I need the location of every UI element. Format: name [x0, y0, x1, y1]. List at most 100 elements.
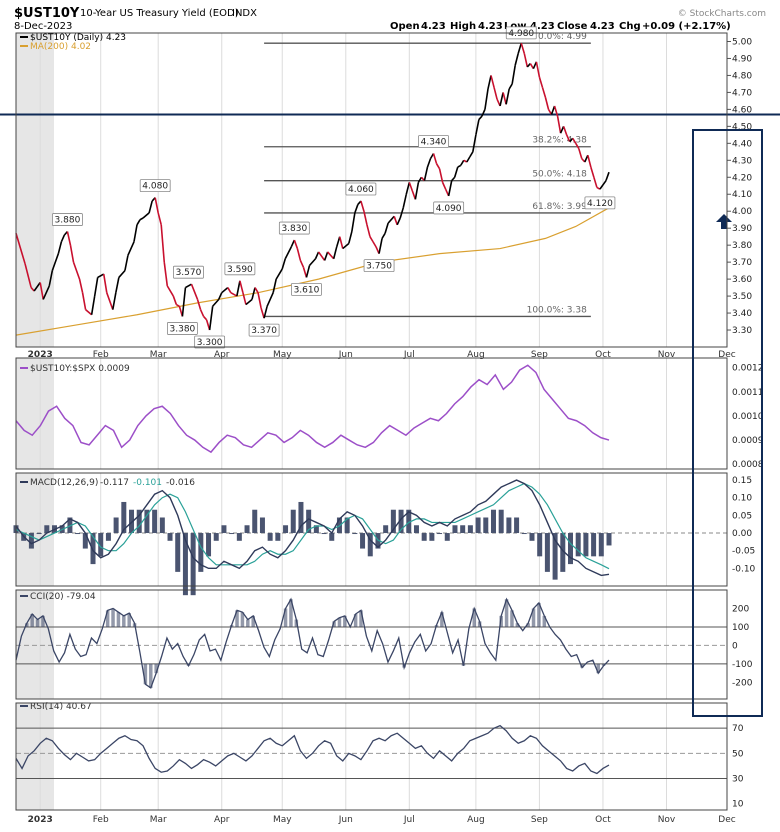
- macd-tick-label: 0.05: [732, 511, 752, 521]
- price-segment: [369, 236, 374, 243]
- price-segment: [535, 61, 541, 78]
- price-segment: [15, 233, 26, 265]
- month-label: Apr: [214, 350, 230, 360]
- macd-hist-bar: [313, 525, 319, 534]
- macd-hist-bar: [36, 533, 42, 535]
- month-label: Sep: [531, 350, 548, 360]
- price-segment: [363, 211, 368, 225]
- price-segment: [308, 258, 317, 267]
- price-segment: [348, 231, 353, 244]
- price-tick-label: 3.70: [732, 258, 752, 268]
- macd-hist-bar: [460, 525, 466, 534]
- panel-bg-4: [16, 703, 727, 810]
- price-segment: [148, 200, 153, 214]
- price-segment: [102, 273, 108, 293]
- price-segment: [221, 286, 229, 294]
- price-segment: [24, 263, 32, 288]
- price-segment: [275, 268, 283, 280]
- price-segment: [66, 231, 72, 246]
- cci-tick-label: -200: [732, 678, 753, 688]
- price-segment: [553, 105, 559, 117]
- price-segment: [48, 270, 54, 287]
- macd-hist-bar: [560, 533, 566, 572]
- macd-hist-bar: [421, 533, 427, 541]
- price-segment: [335, 236, 341, 248]
- date-label: 8-Dec-2023: [14, 21, 72, 32]
- month-label-bottom: Apr: [214, 815, 230, 825]
- price-segment: [245, 298, 253, 306]
- price-segment: [72, 261, 81, 280]
- price-segment: [469, 151, 474, 158]
- price-segment: [181, 287, 187, 317]
- annotation-box: [52, 213, 83, 226]
- macd-hist-bar: [390, 509, 396, 534]
- price-segment: [538, 76, 544, 88]
- price-segment: [299, 260, 305, 268]
- price-segment: [97, 273, 105, 279]
- legend-cci: CCI(20) -79.04: [30, 592, 96, 602]
- price-segment: [432, 153, 438, 164]
- price-segment: [199, 309, 205, 317]
- macd-hist-bar: [82, 533, 88, 549]
- price-segment: [124, 255, 129, 271]
- macd-hist-bar: [190, 533, 196, 596]
- macd-hist-bar: [452, 525, 458, 534]
- price-segment: [599, 180, 607, 190]
- price-segment: [572, 137, 577, 144]
- month-label: Feb: [93, 350, 109, 360]
- price-segment: [460, 159, 465, 166]
- macd-hist-bar: [575, 533, 581, 557]
- macd-hist-bar: [275, 533, 281, 541]
- price-segment: [185, 283, 192, 289]
- cci-tick-label: -100: [732, 660, 753, 670]
- price-segment: [457, 164, 462, 168]
- price-tick-label: 4.10: [732, 190, 752, 200]
- month-label-bottom: Oct: [595, 815, 611, 825]
- symbol-title: $UST10Y: [14, 6, 80, 21]
- macd-signal-line: [15, 482, 610, 570]
- price-segment: [172, 295, 178, 305]
- price-segment: [115, 277, 120, 293]
- annotation-label: 3.300: [197, 338, 223, 348]
- macd-hist-bar: [598, 533, 604, 557]
- macd-hist-bar: [252, 509, 258, 534]
- macd-hist-bar: [344, 517, 350, 534]
- price-segment: [69, 245, 75, 263]
- macd-hist-bar: [67, 517, 73, 534]
- panels-layer: 3.30 3.40 3.50 3.60 3.70 3.80 3.90 4.00 4.10 4.20…: [0, 26, 780, 825]
- macd-hist-bar: [283, 525, 289, 534]
- macd-hist-bar: [206, 533, 212, 557]
- month-label-bottom: Mar: [150, 815, 167, 825]
- annotation-label: 3.380: [170, 324, 196, 334]
- macd-hist-bar: [537, 533, 543, 557]
- price-segment: [112, 292, 117, 310]
- price-segment: [85, 309, 93, 316]
- macd-hist-bar: [306, 509, 312, 534]
- watermark: © StockCharts.com: [678, 9, 766, 19]
- macd-hist-bar: [591, 533, 597, 557]
- price-segment: [196, 299, 202, 310]
- annotation-box: [291, 283, 322, 296]
- macd-hist-bar: [483, 517, 489, 534]
- macd-hist-bar: [514, 517, 520, 534]
- price-segment: [575, 142, 580, 149]
- price-segment: [106, 292, 114, 310]
- panel-frame-4: [15, 702, 728, 811]
- macd-hist-bar: [506, 517, 512, 534]
- price-segment: [423, 166, 429, 181]
- price-segment: [514, 53, 520, 66]
- price-segment: [435, 163, 441, 170]
- price-segment: [118, 270, 126, 278]
- macd-hist-bar: [105, 533, 111, 541]
- annotation-box: [167, 322, 198, 335]
- macd-hist-bar: [360, 533, 366, 549]
- month-label-bottom: Sep: [531, 815, 548, 825]
- ratio-tick-label: 0.0008: [732, 460, 764, 470]
- macd-hist-bar: [352, 533, 358, 535]
- price-segment: [136, 219, 141, 226]
- price-segment: [260, 307, 265, 319]
- price-segment: [175, 303, 180, 307]
- price-segment: [441, 182, 447, 190]
- annotation-box: [345, 182, 377, 196]
- legend-ratio: $UST10Y:$SPX 0.0009: [30, 364, 130, 374]
